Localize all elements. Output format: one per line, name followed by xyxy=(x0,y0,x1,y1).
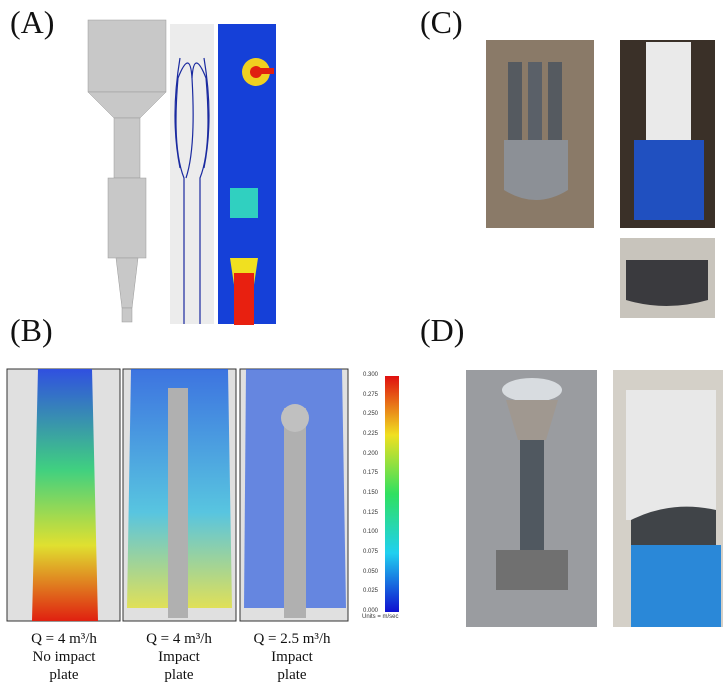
colorbar-tick-label: 0.050 xyxy=(363,569,378,575)
panel-c-photos xyxy=(486,40,716,320)
panel-a-images xyxy=(80,18,280,330)
panel-label: (A) xyxy=(10,4,54,41)
colorbar-tick-label: 0.200 xyxy=(363,451,378,457)
case-description: Impact plate xyxy=(256,648,328,684)
colorbar-tick-label: 0.150 xyxy=(363,490,378,496)
colorbar-tick-label: 0.300 xyxy=(363,372,378,378)
colorbar-tick-label: 0.125 xyxy=(363,510,378,516)
case-description: Impact plate xyxy=(143,648,215,684)
panel-b-images xyxy=(6,368,351,624)
flow-rate: Q = 4 m³/h xyxy=(8,630,120,648)
colorbar xyxy=(385,376,399,612)
colorbar-tick-label: 0.075 xyxy=(363,549,378,555)
flow-rate: Q = 2.5 m³/h xyxy=(236,630,348,648)
colorbar-tick-label: 0.025 xyxy=(363,588,378,594)
panel-label: (D) xyxy=(420,312,464,349)
colorbar-tick-label: 0.250 xyxy=(363,411,378,417)
panel-d-photos xyxy=(466,370,723,628)
colorbar-tick-label: 0.100 xyxy=(363,529,378,535)
colorbar-units: Units = m/sec xyxy=(362,614,399,620)
colorbar-tick-label: 0.275 xyxy=(363,392,378,398)
flow-rate: Q = 4 m³/h xyxy=(123,630,235,648)
figure: (A) (B) (C) (D) xyxy=(0,0,723,690)
colorbar-tick-label: 0.225 xyxy=(363,431,378,437)
colorbar-tick-label: 0.175 xyxy=(363,470,378,476)
panel-label: (C) xyxy=(420,4,463,41)
case-description: No impact plate xyxy=(28,648,100,684)
panel-label: (B) xyxy=(10,312,53,349)
